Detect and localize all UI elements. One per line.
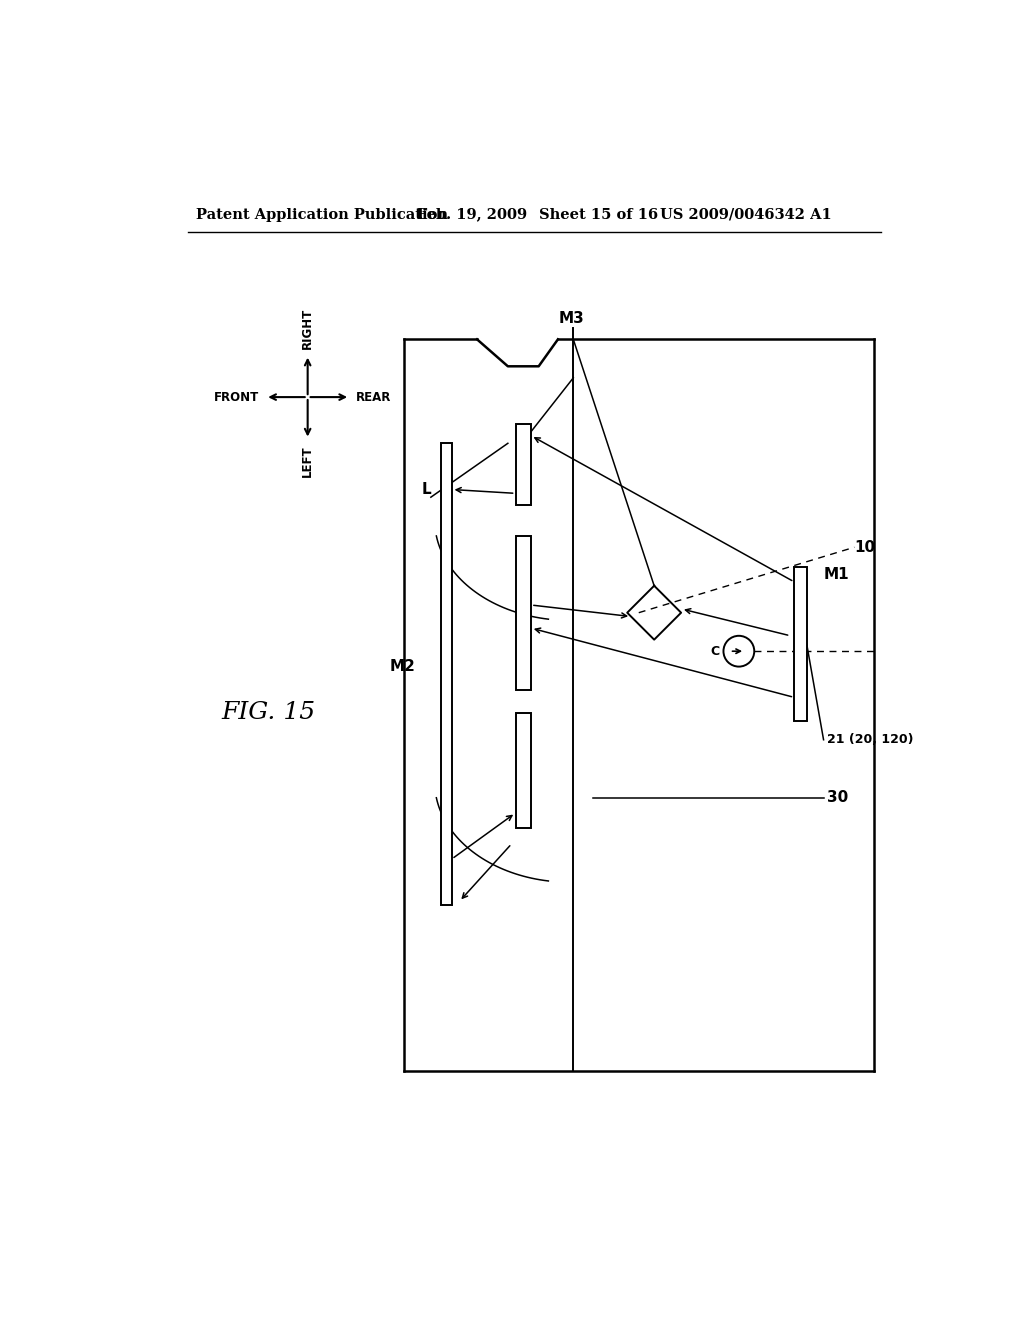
Text: Patent Application Publication: Patent Application Publication [196,207,449,222]
Text: 10: 10 [854,540,876,554]
Bar [515,424,531,506]
Text: FRONT: FRONT [214,391,259,404]
Text: L: L [422,482,431,498]
Bar [515,536,531,689]
Text: FIG. 15: FIG. 15 [221,701,315,725]
Text: Feb. 19, 2009: Feb. 19, 2009 [417,207,527,222]
Text: RIGHT: RIGHT [301,308,314,348]
Text: M1: M1 [823,566,849,582]
Bar [441,444,452,906]
Text: M2: M2 [389,659,416,675]
Text: LEFT: LEFT [301,446,314,478]
Text: REAR: REAR [356,391,391,404]
Text: US 2009/0046342 A1: US 2009/0046342 A1 [660,207,833,222]
Text: 21 (20, 120): 21 (20, 120) [827,733,913,746]
Text: M3: M3 [558,312,584,326]
Bar [795,566,807,721]
Bar [515,713,531,829]
Text: Sheet 15 of 16: Sheet 15 of 16 [539,207,657,222]
Text: 30: 30 [827,789,849,805]
Text: C: C [711,644,720,657]
